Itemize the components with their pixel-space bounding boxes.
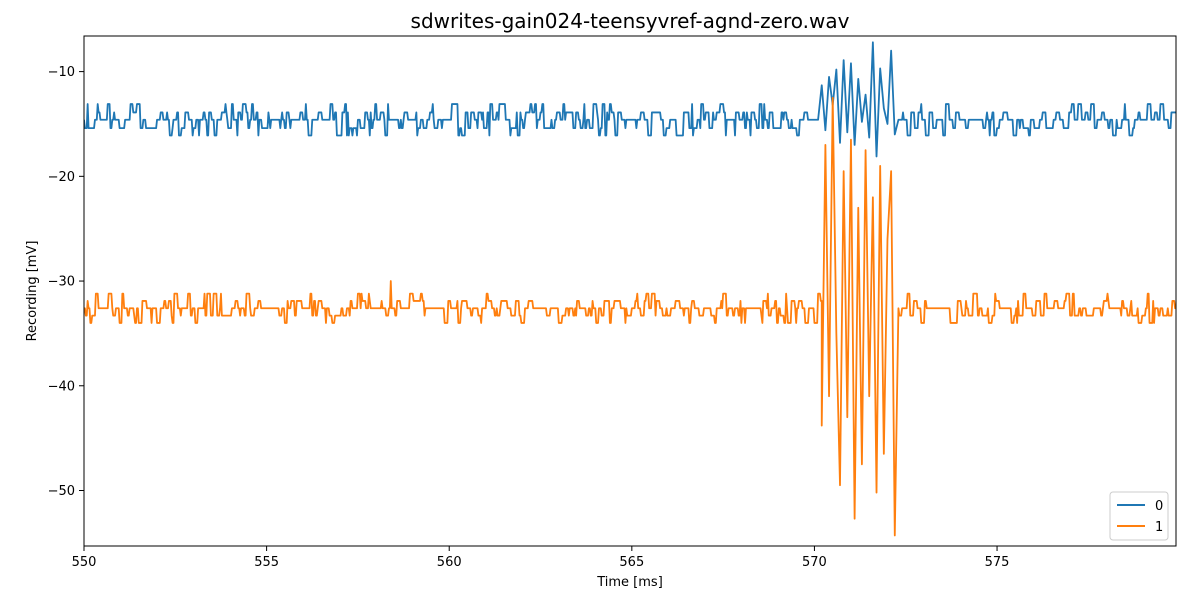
y-tick-label-40: −40 [48, 379, 75, 394]
y-tick-label-20: −20 [48, 170, 75, 185]
legend-label-0: 0 [1155, 499, 1163, 514]
x-tick-label-575: 575 [985, 555, 1010, 570]
y-axis-label: Recording [mV] [25, 241, 40, 342]
x-tick-label-555: 555 [254, 555, 279, 570]
x-tick-label-570: 570 [802, 555, 827, 570]
axes-frame [83, 35, 1177, 547]
x-axis: 550 555 560 565 570 575 [72, 546, 1010, 570]
legend: 0 1 [1109, 491, 1169, 541]
series-line-1 [84, 96, 1176, 537]
y-axis: −50 −40 −30 −20 −10 [48, 65, 84, 499]
plot-area [83, 35, 1177, 547]
x-tick-label-550: 550 [72, 555, 97, 570]
y-tick-label-10: −10 [48, 65, 75, 80]
x-tick-label-565: 565 [619, 555, 644, 570]
chart-title: sdwrites-gain024-teensyvref-agnd-zero.wa… [411, 9, 850, 33]
x-axis-label: Time [ms] [596, 575, 663, 590]
x-tick-label-560: 560 [437, 555, 462, 570]
series-lines [84, 41, 1176, 537]
legend-label-1: 1 [1155, 520, 1163, 535]
y-tick-label-30: −30 [48, 275, 75, 290]
series-line-0 [84, 41, 1176, 158]
y-tick-label-50: −50 [48, 484, 75, 499]
